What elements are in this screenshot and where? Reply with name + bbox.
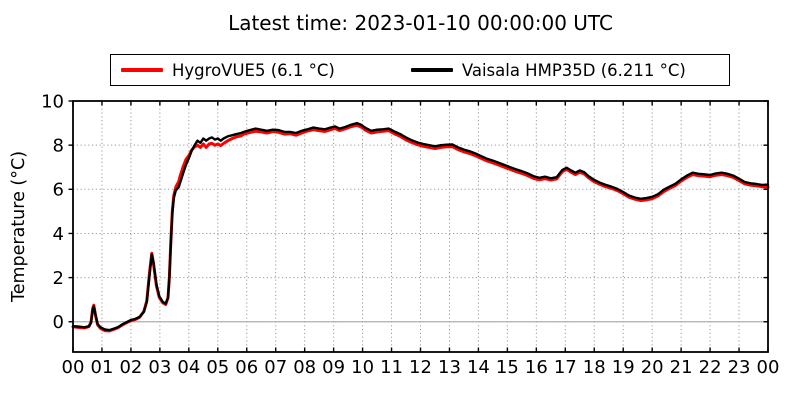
x-tick-label: 02 [119, 357, 142, 378]
series-line-vaisala-hmp35d [71, 121, 770, 332]
legend-label-hygrovue5: HygroVUE5 (6.1 °C) [172, 60, 335, 80]
y-tick-label: 0 [53, 312, 64, 333]
x-tick-label: 14 [467, 357, 490, 378]
y-tick-label: 6 [53, 180, 64, 201]
x-tick-label: 17 [554, 357, 577, 378]
y-axis-label: Temperature (°C) [9, 151, 29, 303]
x-tick-label: 20 [641, 357, 664, 378]
x-tick-label: 08 [293, 357, 316, 378]
x-tick-label: 15 [496, 357, 519, 378]
x-tick-label: 06 [235, 357, 258, 378]
legend: HygroVUE5 (6.1 °C) Vaisala HMP35D (6.211… [110, 54, 730, 86]
y-tick-label: 10 [41, 91, 64, 112]
x-tick-label: 00 [62, 357, 85, 378]
x-tick-label: 09 [322, 357, 345, 378]
x-tick-label: 00 [757, 357, 780, 378]
x-tick-label: 07 [264, 357, 287, 378]
x-tick-label: 12 [409, 357, 432, 378]
y-tick-label: 8 [53, 135, 64, 156]
x-tick-label: 23 [728, 357, 751, 378]
y-tick-label: 2 [53, 268, 64, 289]
series-line-hygrovue5 [71, 123, 770, 333]
legend-line-sample-vaisala [410, 68, 453, 72]
x-tick-label: 03 [148, 357, 171, 378]
x-tick-label: 01 [91, 357, 114, 378]
x-tick-label: 05 [206, 357, 229, 378]
y-tick-label: 4 [53, 224, 64, 245]
x-tick-label: 19 [612, 357, 635, 378]
x-tick-label: 04 [177, 357, 200, 378]
x-tick-label: 22 [699, 357, 722, 378]
legend-line-sample-hygrovue5 [121, 68, 163, 72]
x-tick-label: 16 [525, 357, 548, 378]
x-tick-label: 10 [351, 357, 374, 378]
legend-item-hygrovue5: HygroVUE5 (6.1 °C) [121, 61, 335, 80]
x-tick-label: 18 [583, 357, 606, 378]
legend-item-vaisala: Vaisala HMP35D (6.211 °C) [410, 60, 686, 80]
x-tick-label: 21 [670, 357, 693, 378]
chart-title: Latest time: 2023-01-10 00:00:00 UTC [228, 11, 613, 35]
x-tick-label: 13 [438, 357, 461, 378]
legend-label-vaisala: Vaisala HMP35D (6.211 °C) [461, 60, 686, 80]
x-tick-label: 11 [380, 357, 403, 378]
